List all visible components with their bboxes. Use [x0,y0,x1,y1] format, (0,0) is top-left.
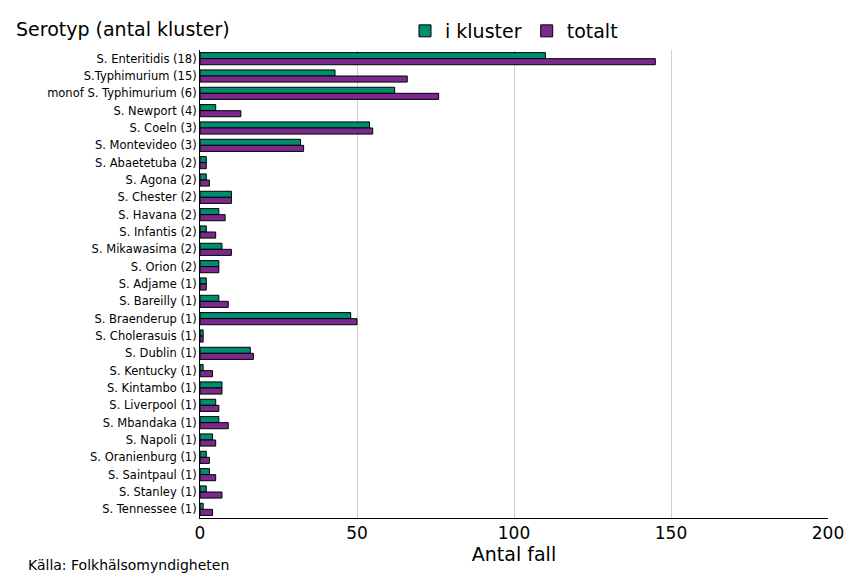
svg-text:S. Dublin (1): S. Dublin (1) [125,346,197,360]
svg-text:Källa: Folkhälsomyndigheten: Källa: Folkhälsomyndigheten [28,557,229,573]
svg-text:S. Oranienburg (1): S. Oranienburg (1) [90,450,197,464]
svg-text:S. Kintambo (1): S. Kintambo (1) [107,381,197,395]
svg-text:S. Coeln (3): S. Coeln (3) [130,121,197,135]
svg-text:S. Adjame (1): S. Adjame (1) [119,277,197,291]
svg-text:S. Montevideo (3): S. Montevideo (3) [95,138,197,152]
svg-text:S. Bareilly (1): S. Bareilly (1) [119,294,196,308]
svg-text:i kluster: i kluster [445,20,522,42]
svg-text:monof S. Typhimurium (6): monof S. Typhimurium (6) [47,86,197,100]
svg-text:50: 50 [346,523,368,543]
svg-text:200: 200 [812,523,844,543]
svg-text:S. Mbandaka (1): S. Mbandaka (1) [103,416,197,430]
svg-text:0: 0 [195,523,206,543]
svg-text:S. Braenderup (1): S. Braenderup (1) [94,312,196,326]
svg-text:Serotyp (antal kluster): Serotyp (antal kluster) [16,18,230,40]
svg-text:S. Havana (2): S. Havana (2) [118,208,196,222]
svg-text:S. Infantis (2): S. Infantis (2) [119,225,196,239]
svg-text:S. Abaetetuba (2): S. Abaetetuba (2) [95,156,197,170]
svg-text:150: 150 [655,523,687,543]
svg-text:S. Liverpool (1): S. Liverpool (1) [109,398,196,412]
svg-text:S. Enteritidis (18): S. Enteritidis (18) [97,52,197,66]
svg-text:100: 100 [498,523,530,543]
svg-text:S. Saintpaul (1): S. Saintpaul (1) [108,468,197,482]
svg-text:S. Tennessee (1): S. Tennessee (1) [102,502,197,516]
svg-text:S. Kentucky (1): S. Kentucky (1) [110,364,197,378]
svg-text:totalt: totalt [567,20,618,42]
svg-text:S. Mikawasima (2): S. Mikawasima (2) [92,242,197,256]
svg-text:S.Typhimurium (15): S.Typhimurium (15) [84,69,197,83]
svg-text:S. Stanley (1): S. Stanley (1) [119,485,197,499]
svg-text:S. Newport (4): S. Newport (4) [113,104,196,118]
svg-text:S. Chester (2): S. Chester (2) [117,190,196,204]
svg-text:Antal fall: Antal fall [472,543,556,565]
svg-text:S. Cholerasuis (1): S. Cholerasuis (1) [95,329,196,343]
svg-text:S. Orion (2): S. Orion (2) [131,260,197,274]
svg-text:S. Napoli (1): S. Napoli (1) [126,433,197,447]
svg-text:S. Agona (2): S. Agona (2) [126,173,197,187]
